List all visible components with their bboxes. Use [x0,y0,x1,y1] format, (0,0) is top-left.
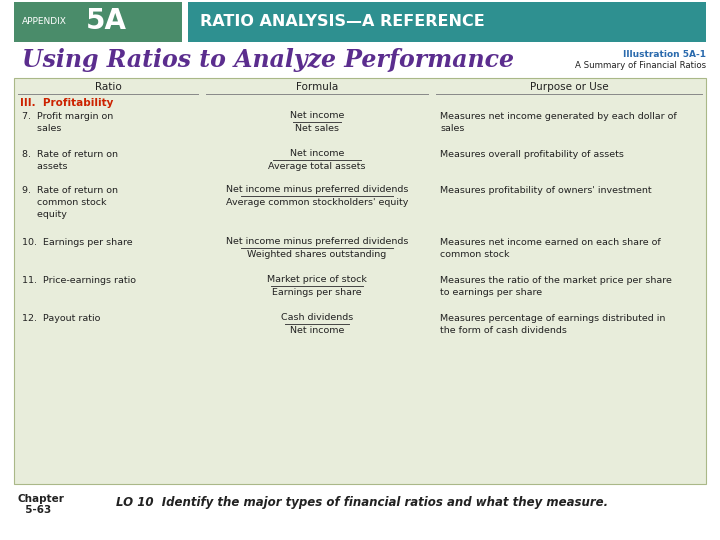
Text: Formula: Formula [296,82,338,92]
Bar [14,78,706,484]
Text: Average common stockholders' equity: Average common stockholders' equity [226,198,408,207]
Text: Net income minus preferred dividends: Net income minus preferred dividends [226,237,408,246]
Text: A Summary of Financial Ratios: A Summary of Financial Ratios [575,61,706,70]
Text: Net income: Net income [290,111,344,120]
Text: LO 10  Identify the major types of financial ratios and what they measure.: LO 10 Identify the major types of financ… [116,496,608,509]
Text: 7.  Profit margin on
     sales: 7. Profit margin on sales [22,112,113,133]
Text: Net income: Net income [290,326,344,335]
Text: 5-63: 5-63 [18,505,51,515]
Text: Ratio: Ratio [94,82,122,92]
Text: Earnings per share: Earnings per share [272,288,362,297]
Text: Net income: Net income [290,149,344,158]
Text: III.  Profitability: III. Profitability [20,98,113,108]
Text: Measures overall profitability of assets: Measures overall profitability of assets [440,150,624,159]
Bar [188,2,706,42]
Text: RATIO ANALYSIS—A REFERENCE: RATIO ANALYSIS—A REFERENCE [200,15,485,30]
Text: Using Ratios to Analyze Performance: Using Ratios to Analyze Performance [22,48,514,72]
Text: Net sales: Net sales [295,124,339,133]
Text: Purpose or Use: Purpose or Use [530,82,608,92]
Text: Measures the ratio of the market price per share
to earnings per share: Measures the ratio of the market price p… [440,276,672,297]
Text: 11.  Price-earnings ratio: 11. Price-earnings ratio [22,276,136,285]
Text: 9.  Rate of return on
     common stock
     equity: 9. Rate of return on common stock equity [22,186,118,219]
Text: Cash dividends: Cash dividends [281,313,353,322]
Bar [14,2,182,42]
Text: 8.  Rate of return on
     assets: 8. Rate of return on assets [22,150,118,171]
Text: Measures profitability of owners' investment: Measures profitability of owners' invest… [440,186,652,195]
Text: Illustration 5A-1: Illustration 5A-1 [623,50,706,59]
Text: Average total assets: Average total assets [269,162,366,171]
Text: 12.  Payout ratio: 12. Payout ratio [22,314,100,323]
Text: Measures percentage of earnings distributed in
the form of cash dividends: Measures percentage of earnings distribu… [440,314,665,335]
Text: Weighted shares outstanding: Weighted shares outstanding [248,250,387,259]
Text: 10.  Earnings per share: 10. Earnings per share [22,238,132,247]
Text: APPENDIX: APPENDIX [22,17,67,26]
Text: Market price of stock: Market price of stock [267,275,367,284]
Text: Chapter: Chapter [18,494,65,504]
Text: Measures net income generated by each dollar of
sales: Measures net income generated by each do… [440,112,677,133]
Text: Measures net income earned on each share of
common stock: Measures net income earned on each share… [440,238,661,259]
Text: 5A: 5A [86,7,127,35]
Text: Net income minus preferred dividends: Net income minus preferred dividends [226,185,408,194]
